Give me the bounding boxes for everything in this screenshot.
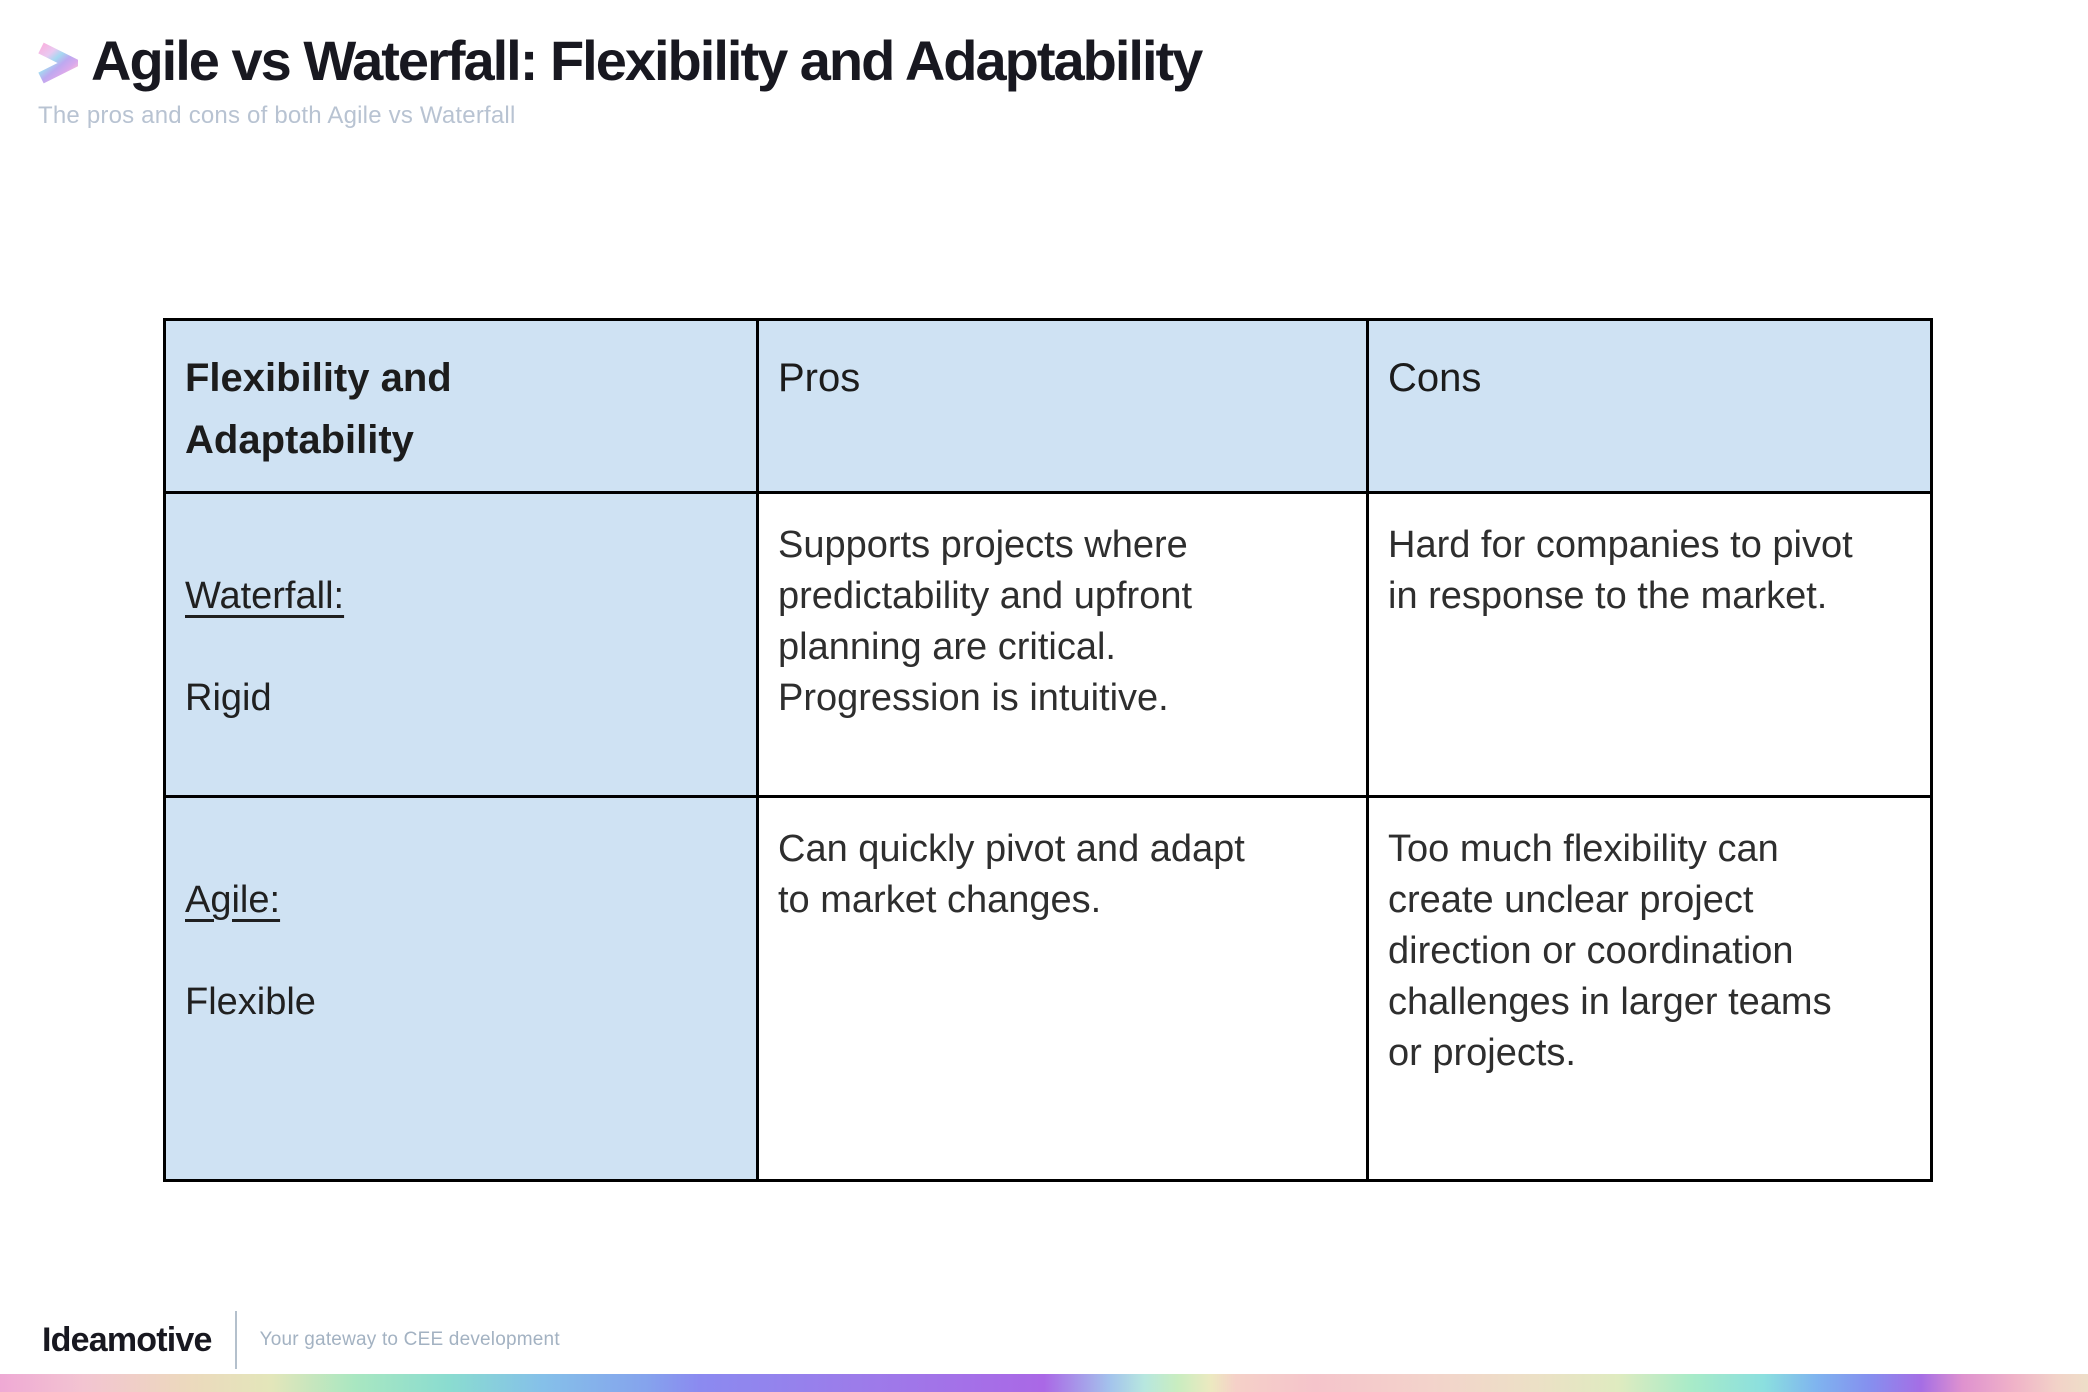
title-row: Agile vs Waterfall: Flexibility and Adap… xyxy=(34,29,1203,93)
brand-logo: Ideamotive xyxy=(42,1320,212,1359)
chevron-right-icon xyxy=(38,42,78,84)
method-name: Waterfall: xyxy=(185,575,345,617)
header-cell-pros: Pros xyxy=(756,318,1369,494)
label-cell-agile: Agile: Flexible xyxy=(163,795,759,1182)
comparison-table-wrap: Flexibility and Adaptability Pros Cons W… xyxy=(163,318,1933,1182)
method-trait: Flexible xyxy=(185,981,316,1023)
comparison-table: Flexibility and Adaptability Pros Cons W… xyxy=(163,318,1933,1182)
table-row-agile: Agile: Flexible Can quickly pivot and ad… xyxy=(163,795,1933,1182)
header: Agile vs Waterfall: Flexibility and Adap… xyxy=(34,29,1203,130)
holographic-bottom-bar xyxy=(0,1374,2088,1392)
table-row-waterfall: Waterfall: Rigid Supports projects where… xyxy=(163,491,1933,798)
footer: Ideamotive Your gateway to CEE developme… xyxy=(42,1310,560,1370)
pros-cell-agile: Can quickly pivot and adapt to market ch… xyxy=(756,795,1369,1182)
cons-cell-waterfall: Hard for companies to pivot in response … xyxy=(1366,491,1933,798)
footer-divider xyxy=(234,1311,237,1369)
page-title: Agile vs Waterfall: Flexibility and Adap… xyxy=(91,29,1203,92)
table-header-row: Flexibility and Adaptability Pros Cons xyxy=(163,318,1933,494)
header-cell-category: Flexibility and Adaptability xyxy=(163,318,759,494)
method-trait: Rigid xyxy=(185,677,272,719)
cons-cell-agile: Too much flexibility can create unclear … xyxy=(1366,795,1933,1182)
page-subtitle: The pros and cons of both Agile vs Water… xyxy=(38,101,516,129)
brand-tagline: Your gateway to CEE development xyxy=(259,1329,560,1350)
method-name: Agile: xyxy=(185,879,281,921)
pros-cell-waterfall: Supports projects where predictability a… xyxy=(756,491,1369,798)
label-cell-waterfall: Waterfall: Rigid xyxy=(163,491,759,798)
header-cell-cons: Cons xyxy=(1366,318,1933,494)
